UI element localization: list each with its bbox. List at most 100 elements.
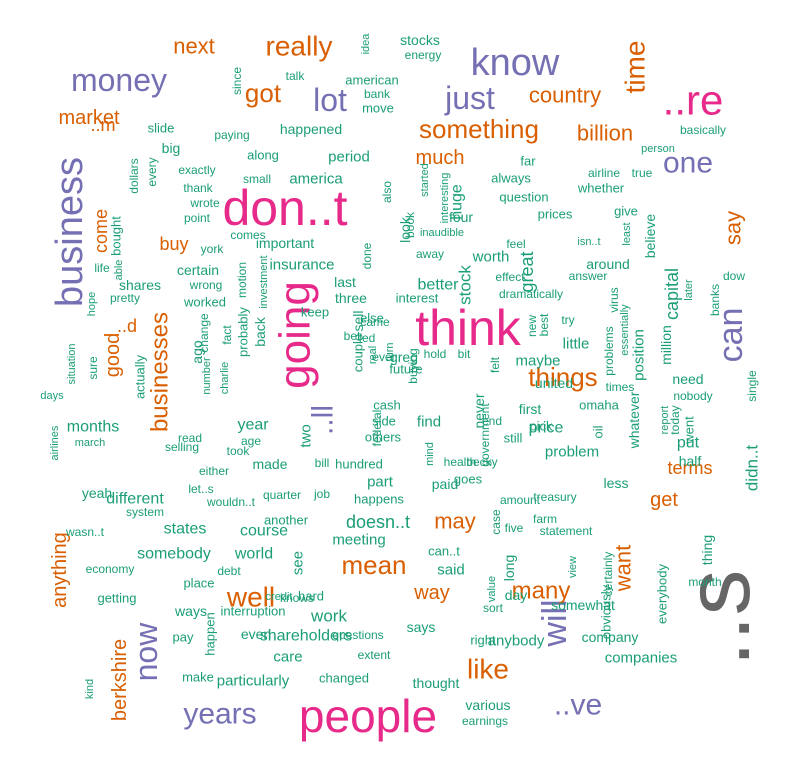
word-cloud-word: something <box>419 114 539 144</box>
word-cloud-word: can <box>712 308 750 363</box>
word-cloud-word: hope <box>86 292 98 316</box>
word-cloud-word: doesn..t <box>346 512 410 532</box>
word-cloud-word: banks <box>708 284 722 316</box>
word-cloud-word: shareholders <box>260 628 353 645</box>
word-cloud-word: million <box>658 325 674 365</box>
word-cloud-word: investment <box>258 255 270 308</box>
word-cloud-word: just <box>444 80 495 116</box>
word-cloud-word: quarter <box>263 488 301 502</box>
word-cloud-word: months <box>67 419 119 436</box>
word-cloud-word: another <box>264 513 309 528</box>
word-cloud-word: see <box>290 551 307 575</box>
word-cloud-word: single <box>745 370 759 402</box>
word-cloud-word: say <box>721 211 746 245</box>
word-cloud-word: way <box>413 582 450 604</box>
word-cloud-word: greg <box>390 349 418 365</box>
word-cloud-word: will <box>536 599 574 647</box>
word-cloud-word: small <box>243 172 271 186</box>
word-cloud-word: thought <box>413 675 460 691</box>
word-cloud-word: ..ll <box>307 405 340 435</box>
word-cloud-word: feel <box>506 237 525 251</box>
word-cloud-word: far <box>520 154 536 169</box>
word-cloud-word: course <box>240 523 288 540</box>
word-cloud-word: able <box>113 260 125 281</box>
word-cloud-word: prices <box>538 207 573 222</box>
word-cloud-word: credit <box>266 591 293 603</box>
word-cloud-word: selling <box>165 440 199 454</box>
word-cloud-word: also <box>380 181 394 203</box>
word-cloud-word: know <box>471 42 560 84</box>
word-cloud-word: really <box>266 31 333 62</box>
word-cloud-word: least <box>621 222 633 245</box>
word-cloud-word: wouldn..t <box>206 495 256 509</box>
word-cloud-word: anybody <box>488 633 545 650</box>
word-cloud-word: get <box>650 489 678 511</box>
word-cloud-word: inaudible <box>420 227 464 239</box>
word-cloud-word: thing <box>699 535 715 565</box>
word-cloud-word: important <box>256 235 314 251</box>
word-cloud-word: others <box>365 430 402 445</box>
word-cloud-word: point <box>184 211 211 225</box>
word-cloud-word: read <box>178 431 202 445</box>
word-cloud-word: companies <box>605 650 678 667</box>
word-cloud-word: maybe <box>515 353 560 370</box>
word-cloud-word: kind <box>84 679 96 699</box>
word-cloud-word: particularly <box>217 673 290 690</box>
word-cloud-word: went <box>682 416 697 445</box>
word-cloud-word: either <box>199 464 229 478</box>
word-cloud-word: essentially <box>619 304 631 356</box>
word-cloud-word: always <box>491 171 531 186</box>
word-cloud-word: meeting <box>332 532 385 549</box>
word-cloud-word: done <box>360 242 374 269</box>
word-cloud-word: everybody <box>655 564 670 624</box>
word-cloud-word: cash <box>373 398 400 413</box>
word-cloud-word: problems <box>602 326 616 375</box>
word-cloud-word: case <box>489 509 503 535</box>
word-cloud-word: life <box>94 261 110 275</box>
word-cloud-word: debt <box>217 564 241 578</box>
word-cloud-word: view <box>567 556 579 578</box>
word-cloud-word: want <box>611 545 636 592</box>
word-cloud-word: charlie <box>219 362 231 394</box>
word-cloud-word: worked <box>183 295 226 310</box>
word-cloud-word: slide <box>148 121 175 136</box>
word-cloud-word: even <box>241 626 271 642</box>
word-cloud-word: first <box>519 401 542 417</box>
word-cloud-word: care <box>273 649 302 666</box>
word-cloud-word: interest <box>396 291 439 306</box>
word-cloud-word: days <box>40 390 64 402</box>
word-cloud-word: paid <box>432 476 458 492</box>
word-cloud-word: fed <box>359 331 376 345</box>
word-cloud-word: around <box>586 256 630 272</box>
word-cloud-word: stock <box>456 265 475 305</box>
word-cloud-word: year <box>237 417 269 434</box>
word-cloud-word: ..s <box>667 569 769 666</box>
word-cloud-word: hundred <box>335 457 383 472</box>
word-cloud-word: situation <box>66 344 78 385</box>
word-cloud-word: else <box>360 311 384 326</box>
word-cloud-word: becky <box>466 455 497 469</box>
word-cloud-word: actually <box>133 354 148 399</box>
word-cloud-word: goes <box>454 472 483 487</box>
word-cloud-word: mind <box>424 442 436 466</box>
word-cloud-word: going <box>271 281 320 389</box>
word-cloud-word: three <box>335 290 367 306</box>
word-cloud-word: long <box>501 555 517 581</box>
word-cloud-word: airline <box>588 166 620 180</box>
word-cloud-word: isn..t <box>577 236 600 248</box>
word-cloud-word: four <box>449 209 473 225</box>
word-cloud-word: position <box>631 329 648 381</box>
word-cloud-word: capital <box>662 268 682 320</box>
word-cloud-word: questions <box>332 628 383 642</box>
word-cloud-word: little <box>563 336 590 353</box>
word-cloud-word: worth <box>472 249 510 266</box>
word-cloud-word: work <box>310 607 347 626</box>
word-cloud-word: job <box>313 487 330 501</box>
word-cloud-word: sure <box>86 356 100 380</box>
word-cloud-word: great <box>517 251 537 292</box>
word-cloud-word: mean <box>341 550 406 580</box>
word-cloud-word: pick <box>529 419 553 434</box>
word-cloud-word: certain <box>177 262 219 278</box>
word-cloud-word: new <box>525 315 539 337</box>
word-cloud-word: big <box>162 140 181 156</box>
